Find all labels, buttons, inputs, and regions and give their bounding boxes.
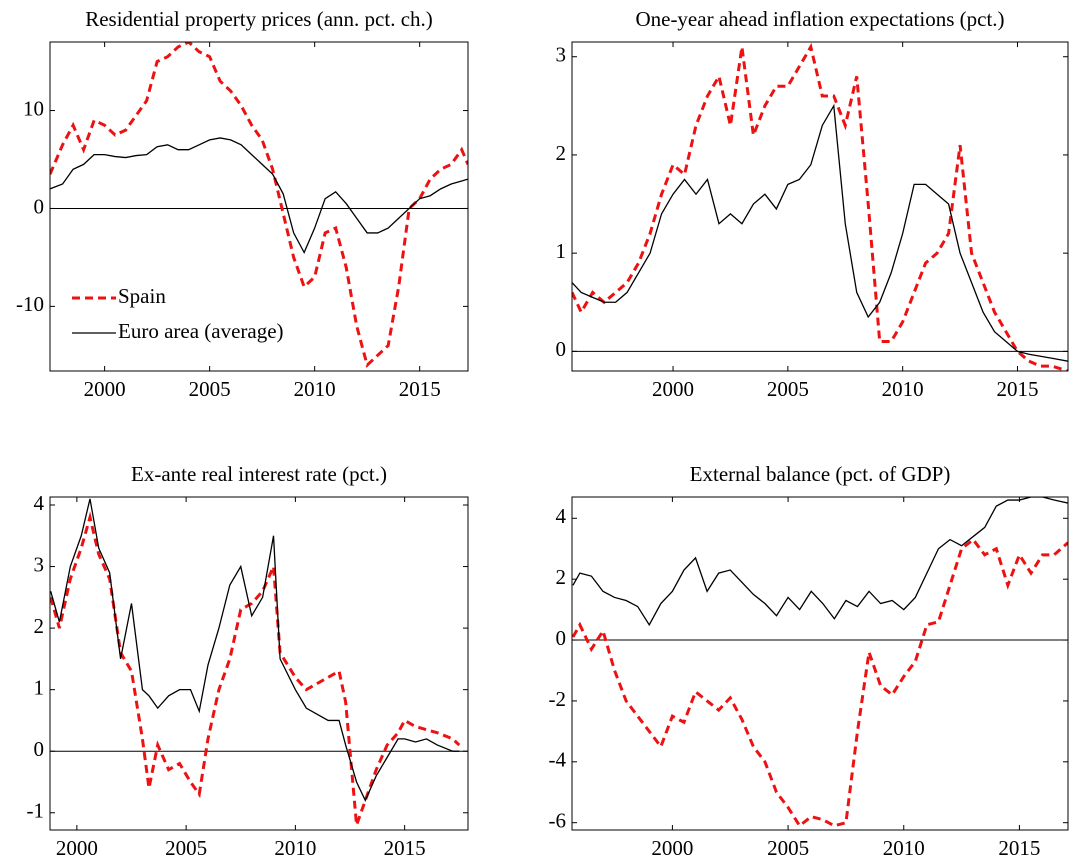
y-tick-label: 1 — [34, 675, 45, 699]
panel-title: One-year ahead inflation expectations (p… — [635, 7, 1004, 31]
x-tick-label: 2015 — [399, 377, 441, 401]
y-tick-label: 4 — [34, 491, 45, 515]
panel: External balance (pct. of GDP)2000 2005 20… — [549, 462, 1069, 860]
y-tick-label: 2 — [556, 565, 567, 589]
x-tick-label: 2000 — [651, 836, 693, 860]
x-tick-label: 2015 — [996, 377, 1038, 401]
panel: Residential property prices (ann. pct. c… — [16, 7, 469, 401]
y-tick-label: 4 — [556, 504, 567, 528]
legend-label: Euro area (average) — [118, 319, 284, 343]
x-tick-label: 2010 — [883, 836, 925, 860]
y-tick-label: 0 — [34, 737, 45, 761]
x-tick-label: 2005 — [189, 377, 231, 401]
panel-title: External balance (pct. of GDP) — [690, 462, 951, 486]
x-tick-label: 2005 — [767, 377, 809, 401]
x-tick-label: 2010 — [294, 377, 336, 401]
y-tick-label: 0 — [556, 337, 567, 361]
x-tick-label: 2015 — [998, 836, 1040, 860]
series-line — [572, 497, 1068, 627]
x-tick-label: 2010 — [882, 377, 924, 401]
legend-label: Spain — [118, 284, 166, 308]
y-tick-label: 10 — [23, 96, 44, 120]
y-tick-label: 2 — [556, 141, 567, 165]
y-tick-label: 3 — [34, 552, 45, 576]
series-line — [50, 511, 461, 826]
axes-box — [571, 496, 1069, 831]
y-tick-label: -6 — [549, 809, 567, 833]
series-line — [572, 537, 1068, 828]
axes-box — [49, 41, 469, 372]
series-line — [572, 42, 1068, 371]
panel: Ex-ante real interest rate (pct.) 2000 200… — [27, 462, 469, 860]
x-tick-label: 2000 — [84, 377, 126, 401]
x-tick-label: 2015 — [384, 836, 426, 860]
y-tick-label: 0 — [556, 626, 567, 650]
series-line — [572, 103, 1068, 362]
series-line — [50, 42, 468, 368]
y-tick-label: -10 — [16, 292, 44, 316]
y-tick-label: -2 — [549, 687, 567, 711]
panel-title: Residential property prices (ann. pct. c… — [85, 7, 433, 31]
y-tick-label: 0 — [34, 194, 45, 218]
series-line — [50, 498, 460, 803]
x-tick-label: 2010 — [274, 836, 316, 860]
y-tick-label: 3 — [556, 43, 567, 67]
axes-box — [571, 41, 1069, 372]
y-tick-label: 1 — [556, 239, 567, 263]
y-tick-label: 2 — [34, 614, 45, 638]
axes-box — [49, 496, 469, 831]
x-tick-label: 2000 — [652, 377, 694, 401]
y-tick-label: -4 — [549, 748, 567, 772]
y-tick-label: -1 — [27, 799, 45, 823]
panel: One-year ahead inflation expectations (p… — [556, 7, 1069, 401]
x-tick-label: 2000 — [56, 836, 98, 860]
x-tick-label: 2005 — [767, 836, 809, 860]
panel-title: Ex-ante real interest rate (pct.) — [131, 462, 387, 486]
x-tick-label: 2005 — [165, 836, 207, 860]
series-line — [50, 137, 468, 255]
